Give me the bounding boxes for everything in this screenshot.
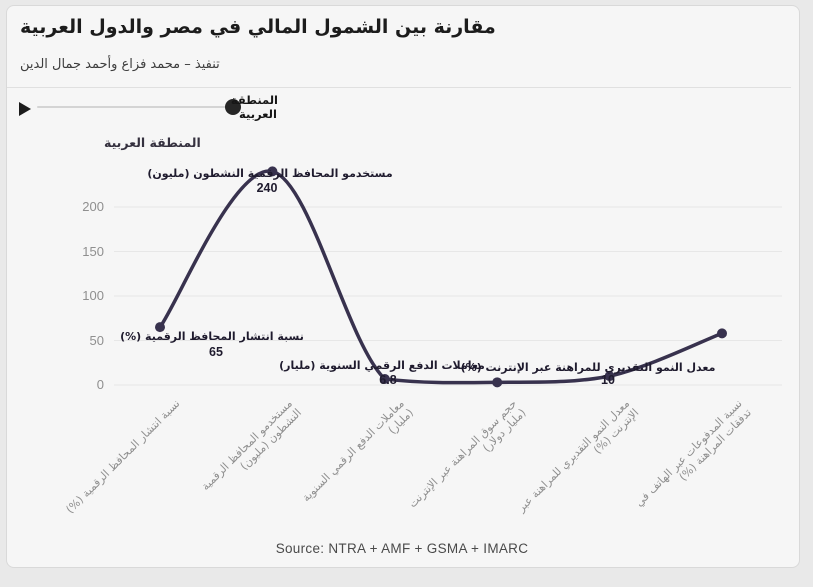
source-caption: Source: NTRA + AMF + GSMA + IMARC bbox=[275, 541, 529, 556]
data-point[interactable] bbox=[155, 322, 165, 333]
data-point[interactable] bbox=[604, 371, 615, 382]
y-axis-tick-label: 150 bbox=[82, 243, 104, 259]
page-title: مقارنة بين الشمول المالي في مصر والدول ا… bbox=[20, 16, 496, 38]
timeline-current-value: المنطقة العربية bbox=[230, 93, 278, 121]
point-annotation-value: 6.8 bbox=[379, 373, 397, 387]
data-point[interactable] bbox=[267, 166, 278, 177]
data-point[interactable] bbox=[717, 328, 727, 339]
timeline-label-line2: العربية bbox=[239, 107, 277, 121]
y-axis-tick-label: 200 bbox=[82, 199, 104, 214]
legend-series-label: المنطقة العربية bbox=[104, 135, 201, 150]
header-divider bbox=[7, 87, 791, 88]
point-annotation-value: 240 bbox=[256, 181, 278, 195]
y-axis-tick-label: 50 bbox=[89, 332, 104, 348]
timeline-slider-track[interactable] bbox=[37, 106, 232, 108]
page-subtitle: تنفيذ – محمد فزاع وأحمد جمال الدين bbox=[20, 57, 220, 72]
point-annotation-value: 10 bbox=[601, 373, 615, 387]
timeline-label-line1: المنطقة bbox=[230, 93, 278, 107]
timeline-slider-handle[interactable] bbox=[225, 99, 241, 115]
point-annotation-value: 65 bbox=[209, 345, 223, 359]
data-point[interactable] bbox=[379, 373, 390, 384]
point-annotation-text: معاملات الدفع الرقمي السنوية (مليار) bbox=[279, 359, 485, 372]
y-axis-tick-label: 100 bbox=[82, 288, 104, 303]
y-axis-tick-label: 0 bbox=[96, 377, 104, 392]
play-icon bbox=[19, 102, 31, 116]
timeline-play-button[interactable] bbox=[16, 96, 36, 118]
point-annotation-text: نسبة انتشار المحافظ الرقمية (%) bbox=[120, 330, 304, 343]
point-annotation-text: معدل النمو التقديري للمراهنة عبر الإنترن… bbox=[460, 361, 716, 374]
data-point[interactable] bbox=[492, 377, 503, 388]
point-annotation-text: مستخدمو المحافظ الرقمية النشطون (مليون) bbox=[147, 167, 393, 180]
